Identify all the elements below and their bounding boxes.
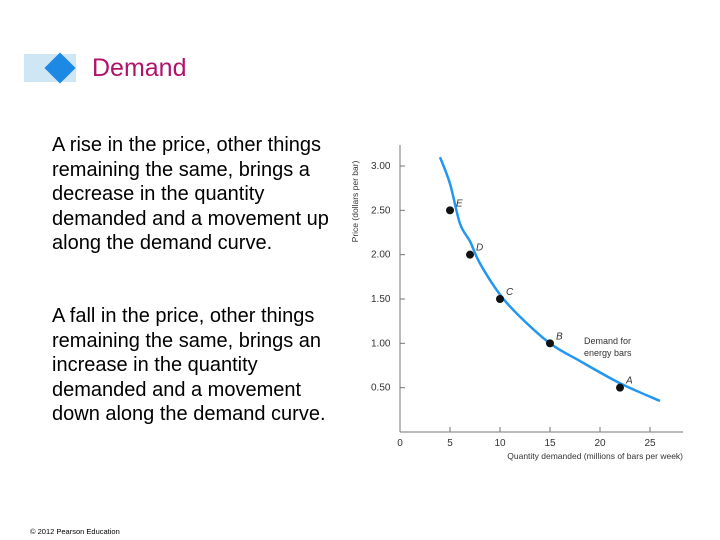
copyright-footer: © 2012 Pearson Education — [30, 527, 120, 536]
chart-series — [438, 156, 661, 403]
point-label-d: D — [476, 243, 483, 254]
point-label-a: A — [625, 376, 633, 387]
chart-axes — [399, 145, 683, 433]
y-tick-label: 1.50 — [371, 294, 391, 305]
y-tick-label: 0.50 — [371, 383, 391, 394]
y-tick-label: 2.00 — [371, 250, 391, 261]
x-tick-label: 0 — [397, 438, 403, 449]
y-tick-label: 2.50 — [371, 205, 391, 216]
x-axis-label: Quantity demanded (millions of bars per … — [507, 451, 683, 461]
point-c — [496, 295, 504, 303]
point-e — [446, 206, 454, 215]
demand-curve-label: energy bars — [584, 348, 632, 358]
demand-chart: 0.50 1.00 1.50 2.00 2.50 3.00 0 5 10 15 20 25 E D C B A… — [350, 145, 683, 461]
paragraph-price-rise: A rise in the price, other things remain… — [52, 134, 329, 254]
y-tick-label: 1.00 — [371, 338, 391, 349]
point-label-b: B — [556, 331, 563, 342]
chart-points: E D C B A — [446, 198, 633, 392]
y-axis-label: Price (dollars per bar) — [350, 160, 360, 242]
x-tick-label: 10 — [494, 438, 506, 449]
paragraph-price-fall: A fall in the price, other things remain… — [52, 305, 326, 425]
point-b — [546, 339, 554, 348]
demand-curve-line — [438, 156, 661, 403]
x-tick-label: 20 — [594, 438, 606, 449]
point-label-c: C — [506, 287, 514, 298]
x-tick-label: 25 — [644, 438, 656, 449]
slide-title: Demand — [92, 54, 187, 82]
chart-ticks: 0.50 1.00 1.50 2.00 2.50 3.00 0 5 10 15 20 25 — [371, 161, 656, 449]
demand-curve-label: Demand for — [584, 336, 631, 346]
point-d — [466, 250, 474, 259]
point-label-e: E — [456, 198, 463, 209]
x-tick-label: 5 — [447, 438, 453, 449]
x-tick-label: 15 — [544, 438, 556, 449]
chart-labels: Price (dollars per bar) Quantity demanded… — [350, 160, 683, 461]
y-tick-label: 3.00 — [371, 161, 391, 172]
point-a — [616, 383, 624, 392]
